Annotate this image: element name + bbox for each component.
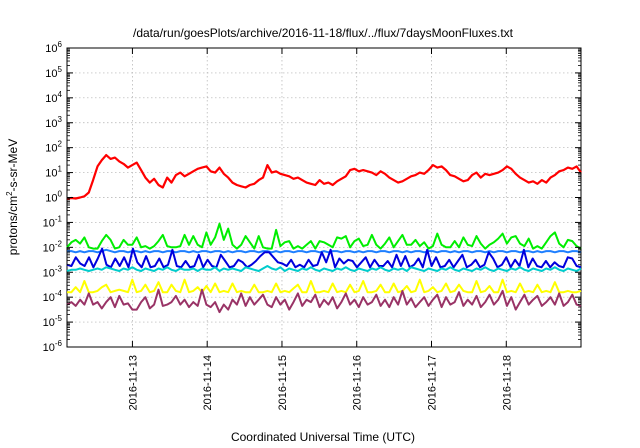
x-tick-label: 2016-11-16: [352, 355, 364, 410]
y-axis-label-sup: 2: [5, 191, 14, 196]
y-axis-label: protons/cm2-s-sr-MeV: [5, 139, 20, 255]
y-tick-label: 10-1: [43, 214, 63, 229]
x-tick-label: 2016-11-18: [501, 355, 513, 410]
y-tick-label: 103: [45, 115, 62, 130]
series-line: [66, 265, 582, 272]
x-axis-label: Coordinated Universal Time (UTC): [231, 430, 415, 444]
grid-lines: [67, 48, 581, 347]
series-line: [66, 222, 582, 250]
y-tick-label: 104: [45, 90, 62, 105]
x-tick-label: 2016-11-14: [202, 355, 214, 410]
x-tick-label: 2016-11-13: [127, 355, 139, 410]
series-line: [66, 247, 582, 269]
y-axis-label-base: protons/cm: [6, 196, 20, 255]
series-line: [67, 248, 582, 254]
y-tick-label: 106: [45, 40, 62, 55]
series-line: [66, 154, 582, 200]
y-tick-label: 10-3: [43, 264, 63, 279]
y-tick-label: 100: [45, 190, 62, 205]
series-line: [67, 278, 582, 294]
y-tick-label: 101: [45, 165, 62, 180]
y-tick-label: 10-2: [43, 239, 63, 254]
y-tick-label: 10-6: [43, 339, 63, 354]
x-tick-label: 2016-11-17: [427, 355, 439, 410]
y-axis-ticks: 10-6 10-5 10-4 10-3 10-2 10-1 100 101 102 103 104 1…: [43, 40, 581, 354]
series-line: [66, 288, 582, 314]
x-tick-label: 2016-11-15: [277, 355, 289, 410]
y-axis-label-rest: -s-sr-MeV: [6, 139, 20, 192]
x-axis-ticks: 2016-11-13 2016-11-14 2016-11-15 2016-11-16…: [127, 48, 513, 410]
y-tick-label: 105: [45, 65, 62, 80]
y-tick-label: 10-4: [43, 289, 63, 304]
y-tick-label: 102: [45, 140, 62, 155]
data-series: [66, 154, 582, 314]
y-tick-label: 10-5: [43, 314, 63, 329]
chart-title: /data/run/goesPlots/archive/2016-11-18/f…: [133, 26, 514, 40]
